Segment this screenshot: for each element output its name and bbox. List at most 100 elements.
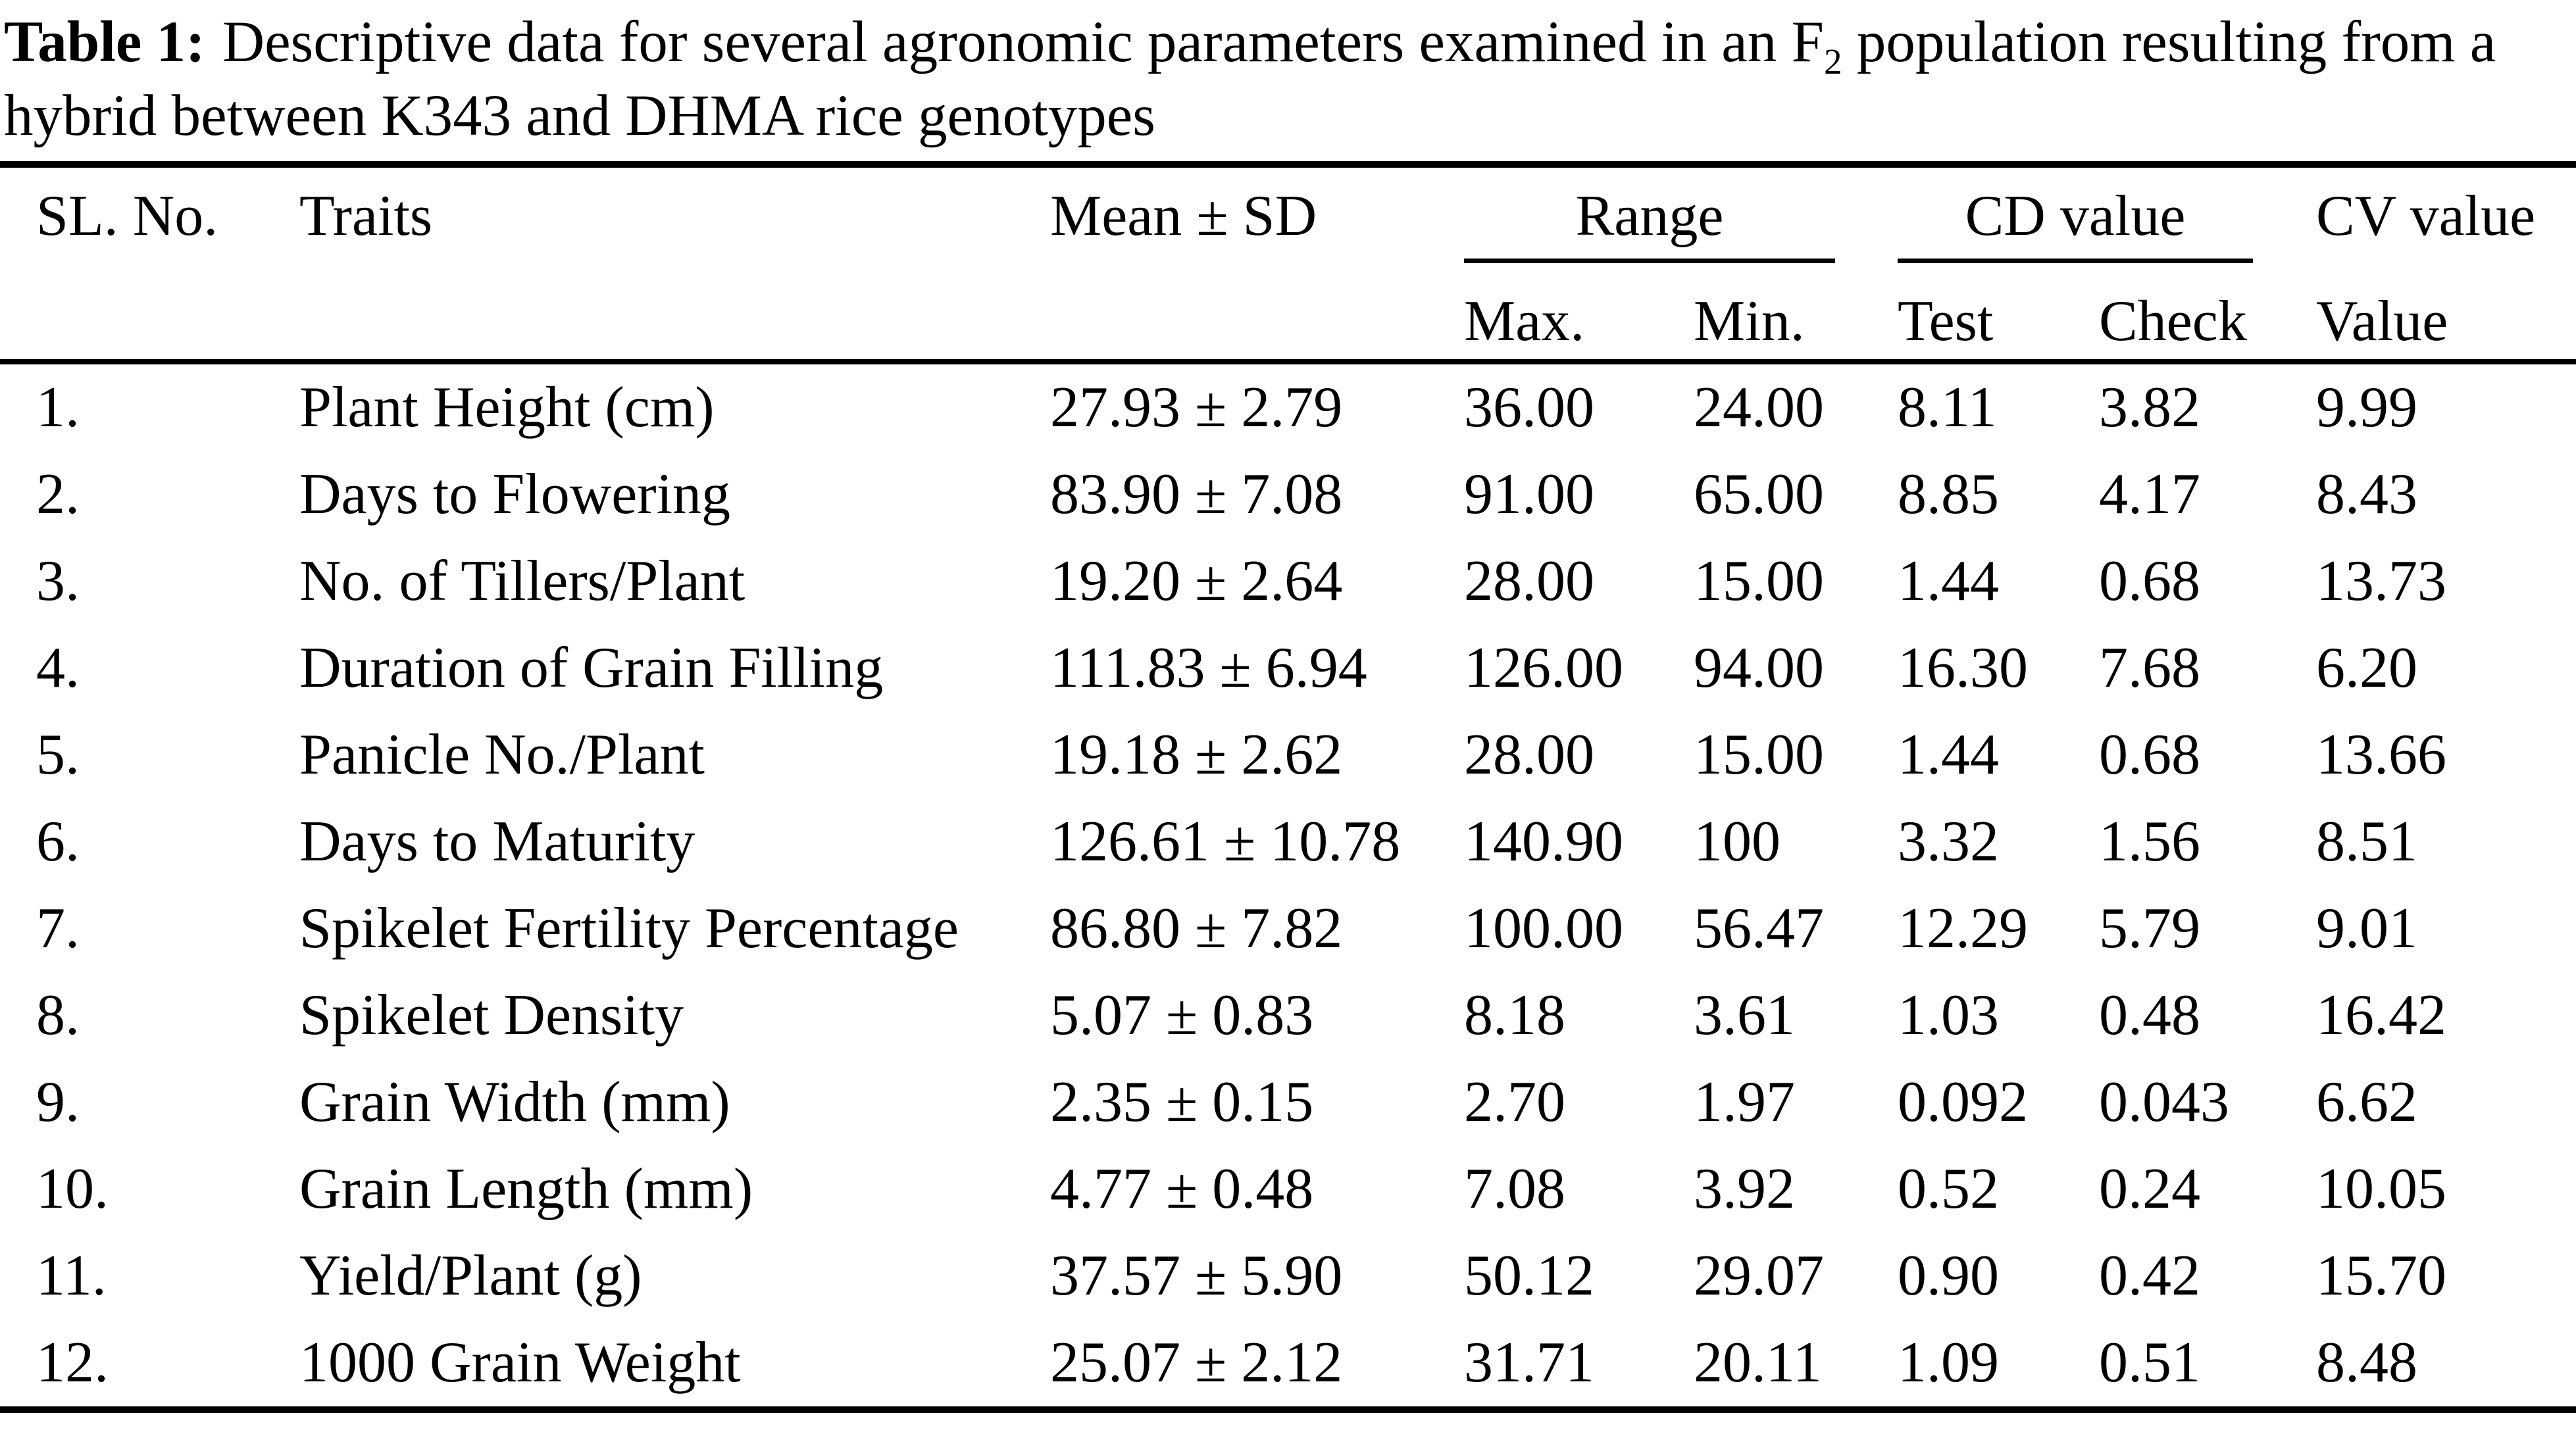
cell-max: 91.00 xyxy=(1464,462,1594,526)
cell-min: 1.97 xyxy=(1694,1070,1795,1134)
group-header-range: Range xyxy=(1464,164,1895,263)
cd-value-underline xyxy=(1898,259,2253,263)
table-caption: Table 1: Descriptive data for several agr… xyxy=(0,0,2576,153)
cell-check: 0.68 xyxy=(2099,723,2200,787)
col-header-value: Value xyxy=(2316,289,2448,353)
cell-test: 1.09 xyxy=(1898,1331,1999,1395)
table-row: 9. Grain Width (mm) 2.35 ± 0.15 2.70 1.97 0.0… xyxy=(0,1059,2576,1146)
cell-min: 3.61 xyxy=(1694,983,1795,1047)
table-header: SL. No. Traits Mean ± SD Range CD value … xyxy=(0,164,2576,362)
col-header-max: Max. xyxy=(1464,289,1585,353)
cell-test: 3.32 xyxy=(1898,810,1999,874)
cell-trait: Grain Width (mm) xyxy=(299,1070,730,1134)
cell-mean-sd: 126.61 ± 10.78 xyxy=(1050,810,1401,874)
descriptive-data-table: SL. No. Traits Mean ± SD Range CD value … xyxy=(0,161,2576,1413)
cell-trait: No. of Tillers/Plant xyxy=(299,549,745,613)
cell-check: 0.42 xyxy=(2099,1244,2200,1308)
cell-sl-no: 7. xyxy=(36,897,80,960)
cell-trait: 1000 Grain Weight xyxy=(299,1331,741,1395)
cell-mean-sd: 37.57 ± 5.90 xyxy=(1050,1244,1343,1308)
cell-max: 36.00 xyxy=(1464,359,1691,451)
cell-trait: Plant Height (cm) xyxy=(290,359,1046,451)
cell-cv-value: 13.66 xyxy=(2316,723,2446,787)
cell-mean-sd: 19.20 ± 2.64 xyxy=(1050,549,1343,613)
cell-sl-no: 8. xyxy=(36,983,80,1047)
table-row: 8. Spikelet Density 5.07 ± 0.83 8.18 3.61 1.0… xyxy=(0,972,2576,1059)
table-row: 3. No. of Tillers/Plant 19.20 ± 2.64 28.00 1… xyxy=(0,538,2576,625)
cell-test: 0.90 xyxy=(1898,1244,1999,1308)
cell-max: 8.18 xyxy=(1464,983,1565,1047)
cell-cv-value: 8.48 xyxy=(2316,1331,2417,1395)
col-header-min: Min. xyxy=(1694,289,1805,353)
cell-min: 65.00 xyxy=(1694,462,1824,526)
cell-test: 1.44 xyxy=(1898,723,1999,787)
caption-subscript: 2 xyxy=(1823,41,1842,82)
table-row: 1. Plant Height (cm) 27.93 ± 2.79 36.00 24.0… xyxy=(0,359,2576,451)
caption-line-1: Table 1: Descriptive data for several agr… xyxy=(4,5,2576,82)
cell-check: 0.68 xyxy=(2099,549,2200,613)
cell-check: 0.043 xyxy=(2099,1070,2229,1134)
cell-mean-sd: 83.90 ± 7.08 xyxy=(1050,462,1343,526)
cell-sl-no: 2. xyxy=(36,462,80,526)
cell-max: 31.71 xyxy=(1464,1331,1594,1395)
cell-max: 28.00 xyxy=(1464,549,1594,613)
caption-text-before-sub: Descriptive data for several agronomic p… xyxy=(222,10,1824,74)
cell-max: 50.12 xyxy=(1464,1244,1594,1308)
cell-cv-value: 16.42 xyxy=(2316,983,2446,1047)
cell-test: 8.85 xyxy=(1898,462,1999,526)
cell-check: 5.79 xyxy=(2099,897,2200,960)
col-header-cv-value: CV value xyxy=(2316,184,2536,248)
cell-sl-no: 4. xyxy=(36,636,80,700)
table-row: 4. Duration of Grain Filling 111.83 ± 6.94… xyxy=(0,625,2576,712)
cell-test: 1.03 xyxy=(1898,983,1999,1047)
group-header-range-label: Range xyxy=(1575,184,1724,248)
cell-test: 1.44 xyxy=(1898,549,1999,613)
cell-min: 94.00 xyxy=(1694,636,1824,700)
cell-cv-value: 9.01 xyxy=(2316,897,2417,960)
cell-trait: Duration of Grain Filling xyxy=(299,636,884,700)
cell-mean-sd: 4.77 ± 0.48 xyxy=(1050,1157,1314,1221)
table-row: 10. Grain Length (mm) 4.77 ± 0.48 7.08 3.92 0… xyxy=(0,1146,2576,1233)
cell-cv-value: 8.51 xyxy=(2316,810,2417,874)
cell-sl-no: 11. xyxy=(36,1244,107,1308)
cell-trait: Days to Flowering xyxy=(299,462,731,526)
col-header-sl-no: SL. No. xyxy=(36,184,218,248)
cell-min: 15.00 xyxy=(1694,549,1824,613)
cell-test: 16.30 xyxy=(1898,636,2028,700)
cell-min: 56.47 xyxy=(1694,897,1824,960)
cell-mean-sd: 111.83 ± 6.94 xyxy=(1050,636,1367,700)
cell-sl-no: 5. xyxy=(36,723,80,787)
col-header-mean-sd: Mean ± SD xyxy=(1050,184,1317,248)
cell-check: 0.48 xyxy=(2099,983,2200,1047)
cell-check: 3.82 xyxy=(2092,359,2310,451)
cell-trait: Spikelet Fertility Percentage xyxy=(299,897,959,960)
cell-sl-no: 10. xyxy=(36,1157,109,1221)
cell-check: 1.56 xyxy=(2099,810,2200,874)
cell-check: 0.24 xyxy=(2099,1157,2200,1221)
cell-mean-sd: 86.80 ± 7.82 xyxy=(1050,897,1343,960)
table-row: 2. Days to Flowering 83.90 ± 7.08 91.00 65.0… xyxy=(0,451,2576,538)
cell-cv-value: 6.20 xyxy=(2316,636,2417,700)
cell-min: 24.00 xyxy=(1691,359,1895,451)
cell-test: 8.11 xyxy=(1895,359,2092,451)
cell-sl-no: 9. xyxy=(36,1070,80,1134)
cell-trait: Spikelet Density xyxy=(299,983,684,1047)
caption-line-2: hybrid between K343 and DHMA rice genoty… xyxy=(4,84,1155,148)
table-row: 7. Spikelet Fertility Percentage 86.80 ± 7… xyxy=(0,885,2576,972)
cell-cv-value: 13.73 xyxy=(2316,549,2446,613)
cell-min: 15.00 xyxy=(1694,723,1824,787)
cell-test: 0.092 xyxy=(1898,1070,2028,1134)
cell-mean-sd: 27.93 ± 2.79 xyxy=(1046,359,1464,451)
cell-trait: Panicle No./Plant xyxy=(299,723,705,787)
col-header-check: Check xyxy=(2099,289,2247,353)
cell-max: 126.00 xyxy=(1464,636,1623,700)
cell-trait: Yield/Plant (g) xyxy=(299,1244,642,1308)
cell-max: 7.08 xyxy=(1464,1157,1565,1221)
cell-test: 12.29 xyxy=(1898,897,2028,960)
cell-max: 28.00 xyxy=(1464,723,1594,787)
cell-sl-no: 6. xyxy=(36,810,80,874)
cell-mean-sd: 19.18 ± 2.62 xyxy=(1050,723,1343,787)
cell-cv-value: 9.99 xyxy=(2310,359,2576,451)
table-row: 6. Days to Maturity 126.61 ± 10.78 140.90 10… xyxy=(0,799,2576,885)
cell-cv-value: 8.43 xyxy=(2316,462,2417,526)
